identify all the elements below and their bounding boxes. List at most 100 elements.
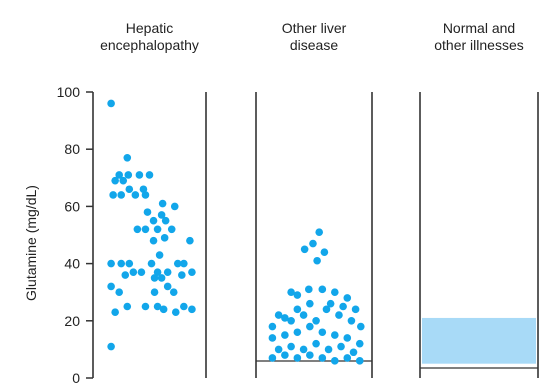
data-point xyxy=(143,208,152,216)
data-point xyxy=(315,228,324,236)
data-point xyxy=(318,354,327,362)
data-point xyxy=(135,171,144,179)
data-point xyxy=(145,171,154,179)
panel-title-line: Normal and xyxy=(443,20,515,36)
data-point xyxy=(331,331,339,339)
data-point xyxy=(355,339,364,348)
data-point xyxy=(153,302,162,311)
data-point xyxy=(149,216,158,225)
data-point xyxy=(351,305,360,314)
data-point xyxy=(153,225,162,234)
y-tick-label: 0 xyxy=(72,370,80,386)
data-point xyxy=(186,236,194,245)
data-point xyxy=(313,256,321,265)
data-point xyxy=(117,191,126,199)
data-point xyxy=(111,176,119,185)
data-point xyxy=(306,322,314,331)
data-point xyxy=(133,225,142,234)
data-point xyxy=(119,176,128,185)
panel-title-line: Hepatic xyxy=(126,20,173,36)
data-point xyxy=(293,291,302,299)
data-point xyxy=(287,342,295,351)
data-point xyxy=(339,302,347,311)
data-point xyxy=(107,259,115,268)
panel-title-line: Other liver xyxy=(282,20,347,36)
data-point xyxy=(318,285,327,294)
data-point xyxy=(150,288,159,297)
data-point xyxy=(188,268,196,276)
data-point xyxy=(281,331,289,339)
y-axis-label: Glutamine (mg/dL) xyxy=(23,185,39,301)
data-point xyxy=(107,342,115,351)
data-point xyxy=(137,268,146,276)
data-point xyxy=(141,302,150,311)
panel-title-line: other illnesses xyxy=(434,37,524,53)
data-point xyxy=(287,317,295,325)
data-point xyxy=(343,294,352,302)
data-point xyxy=(161,216,170,225)
data-point xyxy=(170,202,179,211)
data-point xyxy=(300,245,309,254)
data-point xyxy=(160,234,169,242)
data-point xyxy=(163,268,172,276)
data-point xyxy=(343,334,352,342)
data-point xyxy=(115,171,123,179)
panel-title-line: disease xyxy=(290,37,338,53)
data-point xyxy=(335,311,343,319)
y-tick-label: 60 xyxy=(64,198,80,214)
data-point xyxy=(312,339,320,348)
data-point xyxy=(167,225,176,234)
data-point xyxy=(153,268,162,276)
data-point xyxy=(274,345,283,354)
data-point xyxy=(157,274,166,282)
data-point xyxy=(268,322,277,331)
data-point xyxy=(178,271,186,279)
data-point xyxy=(281,351,289,359)
data-point xyxy=(322,305,331,314)
data-point xyxy=(150,274,159,282)
data-point xyxy=(343,354,352,362)
data-point xyxy=(123,153,132,162)
y-tick-label: 20 xyxy=(64,313,80,329)
data-point xyxy=(158,199,167,208)
data-point xyxy=(299,345,308,354)
data-point xyxy=(125,185,134,194)
data-point xyxy=(123,302,132,311)
data-point xyxy=(171,308,180,317)
data-point xyxy=(281,314,289,322)
data-point xyxy=(131,191,140,199)
data-point xyxy=(274,311,283,319)
data-point xyxy=(318,328,327,337)
data-point xyxy=(149,236,158,245)
data-point xyxy=(124,171,133,179)
data-point xyxy=(306,351,314,359)
data-point xyxy=(163,282,172,291)
data-point xyxy=(111,308,119,317)
data-point xyxy=(157,211,166,219)
data-point xyxy=(306,299,314,308)
data-point xyxy=(347,317,356,325)
data-point xyxy=(107,282,115,291)
data-point xyxy=(320,248,329,256)
data-point xyxy=(139,185,148,194)
data-point xyxy=(117,259,126,268)
data-point xyxy=(349,348,358,357)
data-point xyxy=(188,305,196,314)
data-point xyxy=(173,259,182,268)
data-point xyxy=(312,317,320,325)
data-point xyxy=(115,288,123,297)
data-point xyxy=(305,285,313,294)
data-point xyxy=(293,354,302,362)
data-point xyxy=(155,251,164,259)
data-point xyxy=(180,259,188,268)
panel-title-line: encephalopathy xyxy=(100,37,199,53)
data-point xyxy=(324,345,333,354)
data-point xyxy=(159,305,168,314)
data-point xyxy=(180,302,188,311)
data-point xyxy=(331,357,339,365)
y-tick-label: 80 xyxy=(64,141,80,157)
data-point xyxy=(299,311,308,319)
